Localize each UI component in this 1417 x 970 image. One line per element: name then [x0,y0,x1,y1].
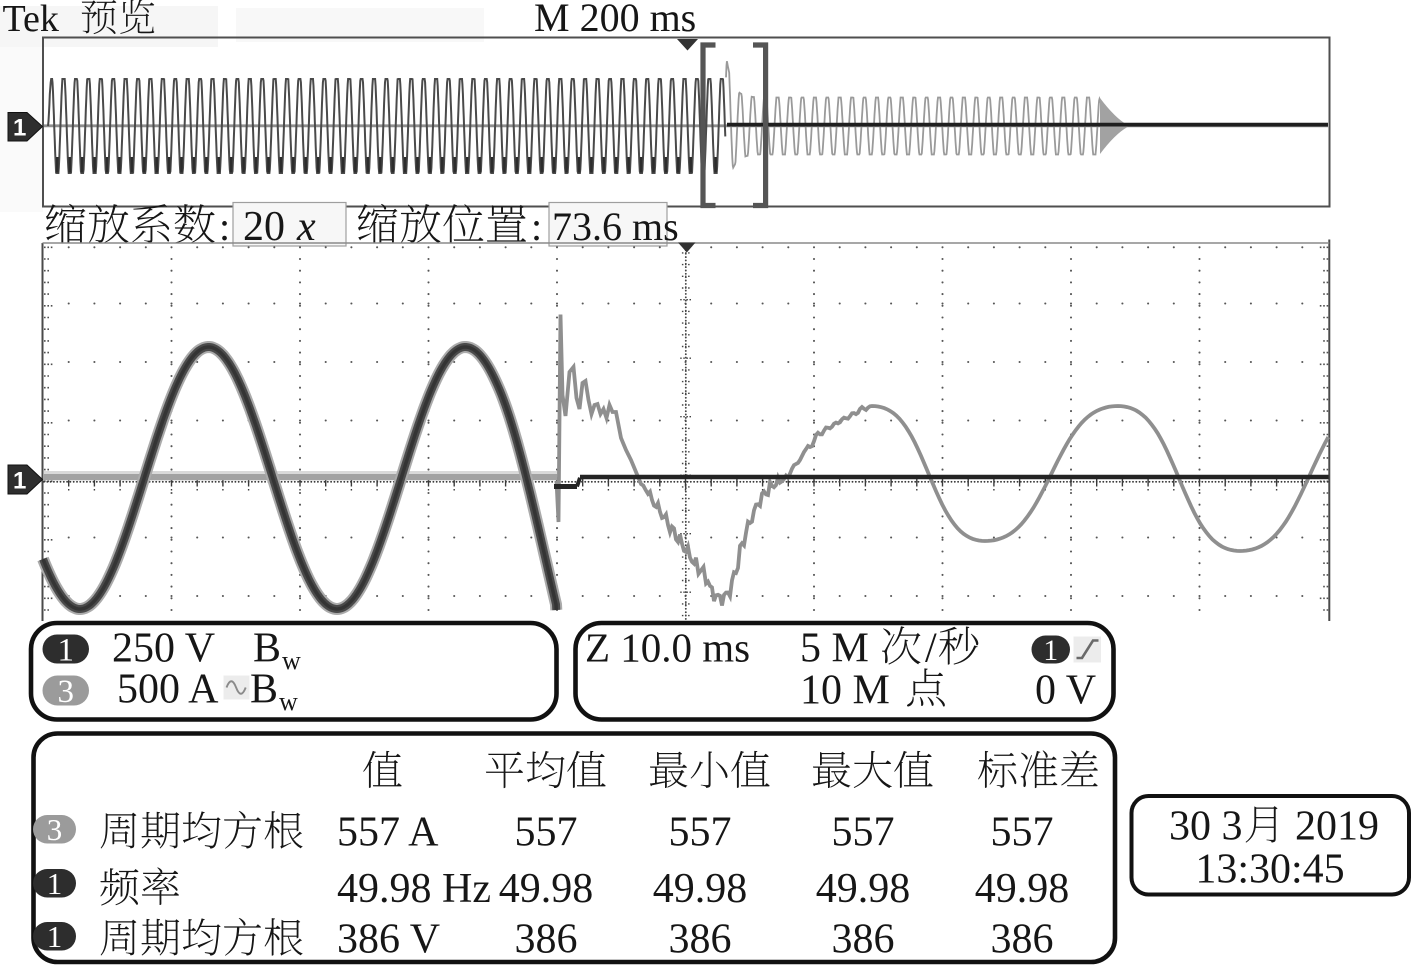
svg-text:3: 3 [57,674,74,710]
svg-text:w: w [279,687,298,716]
svg-text:557 A: 557 A [337,810,439,856]
svg-text:1: 1 [57,633,74,669]
svg-text:M 200 ms: M 200 ms [534,0,696,40]
svg-text:49.98: 49.98 [499,866,594,912]
svg-text:386: 386 [669,917,732,963]
svg-text::: : [219,204,230,249]
svg-text:386: 386 [515,917,578,963]
svg-text:1: 1 [13,115,26,142]
svg-text:/: / [925,626,937,672]
svg-text:557: 557 [669,810,732,856]
svg-text:49.98 Hz: 49.98 Hz [337,866,491,912]
svg-text:B: B [250,667,278,713]
svg-text:5 M: 5 M [800,626,869,672]
svg-text:386: 386 [832,917,895,963]
svg-text:13:30:45: 13:30:45 [1195,847,1344,893]
svg-text:0 V: 0 V [1035,668,1096,714]
svg-text:Z 10.0 ms: Z 10.0 ms [585,625,750,671]
svg-text:2019: 2019 [1295,804,1379,850]
svg-text:557: 557 [991,810,1054,856]
svg-text:557: 557 [832,810,895,856]
svg-text:1: 1 [13,468,26,495]
svg-text:250 V: 250 V [112,626,215,672]
svg-text:386 V: 386 V [337,917,440,963]
svg-text:49.98: 49.98 [653,866,748,912]
svg-text:49.98: 49.98 [975,866,1070,912]
svg-text:73.6 ms: 73.6 ms [552,204,679,249]
svg-text:1: 1 [1043,634,1058,667]
svg-text:386: 386 [991,917,1054,963]
svg-text:w: w [282,646,301,675]
svg-text:557: 557 [515,810,578,856]
svg-text:30 3: 30 3 [1169,804,1243,850]
svg-text:500 A: 500 A [117,667,219,713]
svg-text:Tek: Tek [3,0,59,40]
svg-text:3: 3 [47,812,63,847]
svg-text:49.98: 49.98 [816,866,911,912]
svg-text:1: 1 [47,919,63,954]
svg-text:1: 1 [47,866,63,901]
svg-text:x: x [296,204,316,250]
svg-text:10 M: 10 M [800,668,890,714]
svg-text:B: B [253,626,281,672]
svg-text::: : [531,204,542,249]
